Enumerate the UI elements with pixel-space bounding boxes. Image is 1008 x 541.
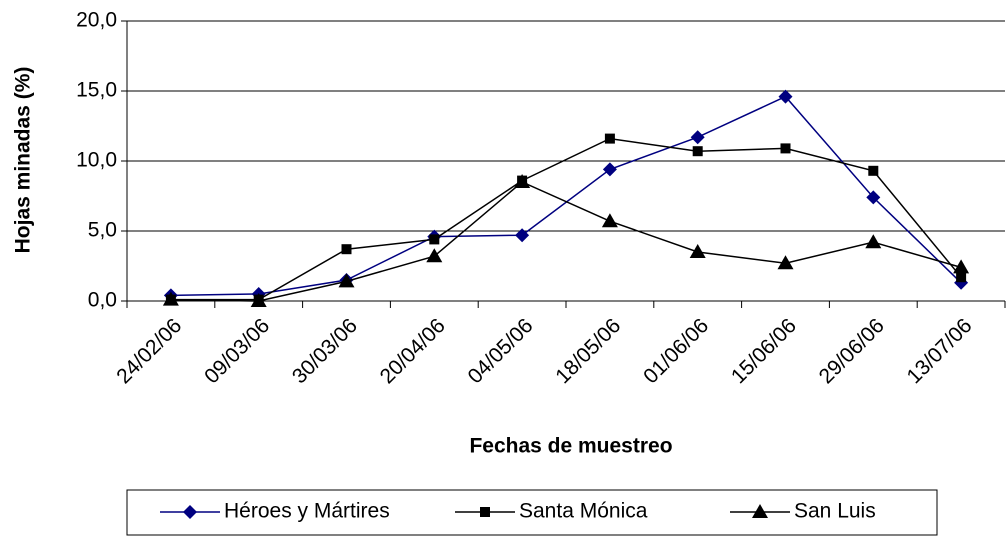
marker: [777, 255, 794, 270]
marker: [692, 146, 703, 157]
series-line: [170, 95, 962, 297]
x-tick-label: 09/03/06: [200, 314, 274, 388]
marker: [338, 273, 355, 288]
marker: [780, 143, 791, 154]
marker: [690, 130, 705, 145]
marker: [183, 505, 197, 519]
legend-box: [126, 489, 938, 536]
marker: [689, 244, 706, 258]
marker: [250, 293, 267, 307]
y-tick-label: 20,0: [76, 9, 117, 32]
marker: [866, 190, 881, 205]
x-axis-title: Fechas de muestreo: [469, 435, 672, 458]
legend-label: Héroes y Mártires: [224, 500, 390, 523]
marker: [514, 174, 531, 188]
marker: [515, 228, 530, 243]
y-axis-title: Hojas minadas (%): [12, 67, 35, 254]
y-tick-label: 15,0: [76, 79, 117, 102]
marker: [953, 259, 970, 274]
marker: [341, 244, 352, 255]
marker: [778, 89, 793, 104]
marker: [868, 165, 879, 176]
marker: [752, 504, 768, 518]
series-line: [170, 181, 962, 302]
y-tick-label: 5,0: [88, 219, 117, 242]
y-tick-label: 10,0: [76, 149, 117, 172]
x-tick-label: 13/07/06: [902, 314, 976, 388]
x-tick-label: 04/05/06: [463, 314, 537, 388]
x-tick-label: 01/06/06: [639, 314, 713, 388]
legend-label: Santa Mónica: [519, 500, 648, 523]
marker: [601, 213, 618, 228]
marker: [429, 234, 440, 245]
y-tick-label: 0,0: [88, 289, 117, 312]
series-line: [170, 137, 962, 301]
marker: [480, 507, 490, 517]
x-tick-label: 24/02/06: [112, 314, 186, 388]
marker: [956, 272, 967, 283]
x-tick-label: 30/03/06: [288, 314, 362, 388]
marker: [602, 162, 617, 177]
marker: [426, 248, 443, 263]
legend-label: San Luis: [794, 500, 876, 523]
x-tick-label: 15/06/06: [727, 314, 801, 388]
x-tick-label: 29/06/06: [815, 314, 889, 388]
marker: [865, 234, 882, 249]
marker: [604, 133, 615, 144]
x-tick-label: 18/05/06: [551, 314, 625, 388]
marker: [162, 291, 179, 306]
x-tick-label: 20/04/06: [376, 314, 450, 388]
